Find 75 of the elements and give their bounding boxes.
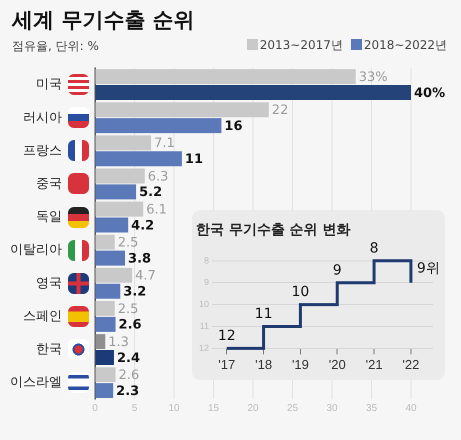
x-tick-label: '21 <box>366 356 383 372</box>
data-label: 9위 <box>416 260 440 276</box>
data-label: 33% <box>358 70 388 85</box>
bar <box>96 202 144 217</box>
chart-title: 한국 무기수출 순위 변화 <box>196 222 351 238</box>
data-label: 11 <box>254 306 272 322</box>
y-tick-label: 미국 <box>36 76 62 92</box>
bar <box>96 316 116 332</box>
x-tick-label: 25 <box>286 402 298 414</box>
bar <box>96 135 152 150</box>
y-tick-label: 프랑스 <box>23 142 62 158</box>
data-label: 2.4 <box>116 350 140 366</box>
x-tick-label: '20 <box>328 356 346 372</box>
bar <box>96 69 356 84</box>
x-tick-label: 20 <box>247 402 259 414</box>
y-tick-label: 이탈리아 <box>10 242 62 257</box>
data-label: 7.1 <box>154 136 175 152</box>
data-label: 2.5 <box>118 236 138 251</box>
bar <box>96 151 182 166</box>
data-label: 1.3 <box>108 334 129 350</box>
data-label: 10 <box>291 284 310 300</box>
data-label: 16 <box>224 119 242 134</box>
y-tick-label: 중국 <box>36 176 62 190</box>
chart-subtitle: 점유율, 단위: % <box>12 38 99 55</box>
legend-label: 2013~2017년 <box>258 37 343 54</box>
bar <box>96 284 120 299</box>
y-tick-label: 한국 <box>36 341 62 356</box>
x-tick-label: 15 <box>208 402 220 414</box>
x-tick-label: 5 <box>132 402 138 414</box>
x-tick-label: 10 <box>168 402 180 414</box>
x-tick-label: 40 <box>405 402 417 414</box>
bar <box>96 367 116 382</box>
data-label: 2.5 <box>118 302 138 317</box>
x-tick-label: 35 <box>366 402 378 414</box>
bar <box>96 334 106 350</box>
data-label: 5.2 <box>139 185 162 200</box>
data-label: 22 <box>272 103 288 118</box>
data-label: 6.3 <box>148 169 168 184</box>
y-tick-label: 러시아 <box>23 109 62 124</box>
data-label: 2.3 <box>116 384 140 399</box>
data-label: 4.2 <box>131 218 154 234</box>
x-tick-label: 0 <box>92 402 98 414</box>
bar <box>96 102 269 118</box>
x-tick-label: '17 <box>218 356 236 372</box>
x-tick-label: '19 <box>292 356 309 372</box>
data-label: 6.1 <box>146 202 167 218</box>
bar <box>96 300 115 316</box>
x-tick-label: '18 <box>255 356 272 372</box>
data-label: 9 <box>332 262 342 278</box>
x-tick-label: '22 <box>402 356 420 372</box>
data-label: 4.7 <box>135 268 156 284</box>
bar <box>96 218 128 232</box>
y-tick-label: 이스라엘 <box>10 374 62 390</box>
data-label: 3.8 <box>128 251 152 266</box>
bar <box>96 168 145 184</box>
data-label: 2.6 <box>118 368 140 384</box>
data-label: 40% <box>414 86 446 101</box>
data-label: 12 <box>218 328 236 344</box>
bar <box>96 184 136 200</box>
y-tick-label: 스페인 <box>23 308 62 323</box>
bar <box>96 234 115 250</box>
y-tick-label: 독일 <box>36 208 62 224</box>
data-label: 2.6 <box>118 318 142 333</box>
x-tick-label: 30 <box>326 402 338 414</box>
y-tick-label: 영국 <box>36 274 62 290</box>
bar <box>96 350 114 365</box>
bar <box>96 118 222 134</box>
bar <box>96 383 114 398</box>
legend-label: 2018~2022년 <box>362 37 447 54</box>
bar <box>96 250 126 266</box>
bar <box>96 85 411 100</box>
bar <box>96 268 132 283</box>
chart-title: 세계 무기수출 순위 <box>12 7 195 34</box>
data-label: 3.2 <box>123 284 146 300</box>
data-label: 8 <box>370 240 379 256</box>
